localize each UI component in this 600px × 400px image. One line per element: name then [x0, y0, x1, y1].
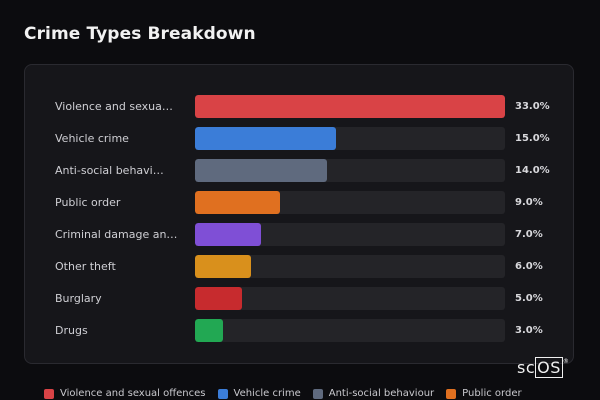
legend-item: Anti-social behaviour	[312, 387, 435, 400]
category-label: Drugs	[55, 324, 88, 337]
value-label: 15.0%	[515, 133, 550, 144]
value-label: 14.0%	[515, 165, 550, 176]
legend-label: Vehicle crime	[233, 388, 301, 399]
bar	[195, 319, 224, 342]
bar-track	[195, 287, 505, 310]
bar-track	[195, 95, 505, 118]
legend-item: Vehicle crime	[217, 387, 301, 400]
bar	[195, 127, 336, 150]
category-label: Burglary	[55, 292, 102, 305]
value-label: 5.0%	[515, 293, 543, 304]
legend-item: Violence and sexual offences	[44, 387, 206, 400]
bar-track	[195, 127, 505, 150]
category-label: Other theft	[55, 260, 116, 273]
value-label: 3.0%	[515, 325, 543, 336]
value-label: 9.0%	[515, 197, 543, 208]
logo-registered-mark: ®	[562, 358, 570, 365]
legend-swatch	[312, 388, 323, 399]
bar	[195, 223, 261, 246]
category-label: Anti-social behavi…	[55, 164, 164, 177]
legend-item: Public order	[446, 387, 522, 400]
legend-swatch	[44, 388, 54, 399]
bar-track	[195, 159, 505, 182]
legend-swatch	[217, 388, 228, 399]
legend-label: Public order	[462, 388, 522, 399]
category-label: Vehicle crime	[55, 132, 129, 145]
bar-track	[195, 255, 505, 278]
category-label: Public order	[55, 196, 121, 209]
logo-boxed: OS	[535, 357, 563, 378]
bar-track	[195, 319, 505, 342]
value-label: 33.0%	[515, 101, 550, 112]
legend-label: Anti-social behaviour	[328, 388, 435, 399]
bar-track	[195, 223, 505, 246]
bar	[195, 287, 242, 310]
category-label: Criminal damage an…	[55, 228, 178, 241]
value-label: 6.0%	[515, 261, 543, 272]
bar	[195, 159, 327, 182]
bar	[195, 191, 280, 214]
chart-legend: Violence and sexual offences Vehicle crim…	[44, 387, 522, 400]
legend-label: Violence and sexual offences	[60, 388, 206, 399]
scos-logo: sc OS ®	[517, 357, 570, 378]
bar-track	[195, 191, 505, 214]
category-label: Violence and sexua…	[55, 100, 173, 113]
chart-title: Crime Types Breakdown	[24, 24, 256, 44]
legend-swatch	[446, 388, 457, 399]
bar	[195, 255, 252, 278]
logo-prefix: sc	[517, 358, 536, 377]
value-label: 7.0%	[515, 229, 543, 240]
bar	[195, 95, 505, 118]
